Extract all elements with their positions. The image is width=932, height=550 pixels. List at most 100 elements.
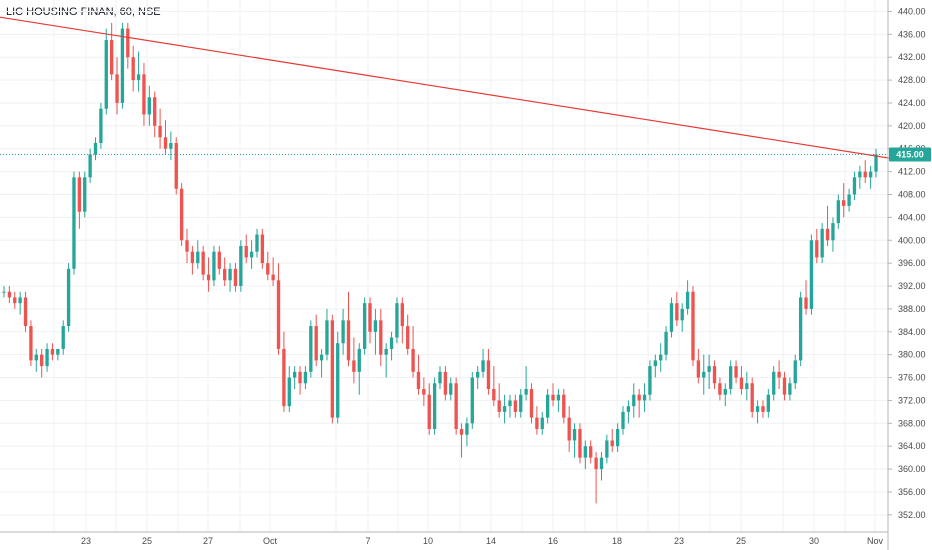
candle (842, 183, 846, 218)
candle (266, 251, 270, 281)
y-tick-label: 392.00 (898, 281, 926, 291)
candle-body (540, 417, 544, 430)
candle (529, 383, 534, 424)
candle (287, 366, 291, 412)
candle (831, 217, 835, 252)
candle (406, 314, 410, 355)
candle-body (212, 251, 216, 281)
candle (66, 263, 71, 332)
candle-body (368, 303, 372, 332)
candle-body (309, 326, 313, 372)
candle-body (206, 274, 211, 281)
candle-body (739, 377, 744, 389)
candle (524, 366, 528, 401)
candle (761, 400, 765, 418)
candle-body (255, 234, 259, 252)
candle (702, 354, 706, 395)
candle (50, 343, 55, 361)
candle (863, 160, 867, 184)
candle-body (809, 240, 814, 309)
x-tick-label: 23 (674, 536, 684, 546)
candle-body (266, 263, 270, 275)
candle-body (249, 251, 254, 258)
candle-body (18, 297, 22, 304)
candle-body (524, 388, 528, 395)
candle (820, 223, 824, 264)
chart-title: LIC HOUSING FINAN, 60, NSE (6, 6, 161, 18)
candle (723, 383, 727, 407)
candle-body (77, 177, 82, 212)
candle (599, 451, 604, 481)
candle (126, 22, 130, 69)
candle-body (621, 411, 625, 430)
candle (185, 228, 189, 264)
candle-body (325, 320, 329, 355)
candle (352, 337, 356, 384)
candle-body (583, 446, 588, 458)
candle-body (271, 274, 275, 281)
x-tick-label: 18 (612, 536, 622, 546)
candle (93, 137, 98, 161)
y-tick-label: 380.00 (898, 350, 926, 360)
candle-body (723, 388, 727, 395)
x-tick-label: 10 (423, 536, 433, 546)
candle-body (2, 291, 6, 293)
candle-body (852, 177, 857, 195)
candle (868, 165, 873, 189)
candle (664, 326, 668, 361)
candle (642, 383, 647, 412)
candle-body (825, 228, 830, 241)
candle-body (179, 188, 184, 241)
candle-body (406, 326, 410, 349)
candle-body (492, 388, 496, 401)
candle (341, 308, 345, 355)
candle (314, 314, 318, 367)
candle (782, 371, 787, 401)
candle-body (868, 171, 873, 178)
candle (362, 297, 367, 355)
candle-body (793, 360, 797, 384)
candle-body (136, 74, 141, 81)
candle-body (718, 383, 722, 395)
y-tick-label: 408.00 (898, 189, 926, 199)
y-tick-label: 376.00 (898, 373, 926, 383)
candle (120, 22, 125, 109)
candle (556, 388, 561, 412)
candle-body (416, 371, 421, 389)
candle (750, 377, 754, 418)
candle (492, 366, 496, 407)
y-tick-label: 356.00 (898, 487, 926, 497)
candle (271, 257, 275, 287)
candle-body (545, 394, 550, 418)
candle-body (411, 348, 415, 372)
candle (691, 286, 695, 367)
candle (212, 245, 216, 287)
candle (190, 245, 195, 275)
candle-body (217, 251, 221, 269)
candle (228, 263, 232, 292)
candle-body (115, 74, 119, 103)
candle (330, 314, 335, 424)
candle-body (314, 326, 318, 361)
candle-body (400, 303, 404, 327)
y-tick-label: 372.00 (898, 395, 926, 405)
candle-body (56, 348, 60, 355)
candle (389, 331, 394, 361)
candle (589, 440, 593, 464)
candle (594, 451, 598, 504)
candle (605, 434, 609, 464)
candle (357, 343, 361, 395)
candle-body (615, 429, 620, 447)
candle-body (874, 154, 878, 172)
y-tick-label: 432.00 (898, 52, 926, 62)
candle-body (685, 291, 690, 309)
candle-body (594, 457, 598, 470)
candle (244, 234, 248, 264)
candle (755, 400, 760, 424)
candle-body (766, 394, 771, 412)
candle-body (798, 297, 803, 361)
candle (174, 137, 178, 195)
candle (109, 22, 114, 81)
candle-body (642, 394, 647, 401)
